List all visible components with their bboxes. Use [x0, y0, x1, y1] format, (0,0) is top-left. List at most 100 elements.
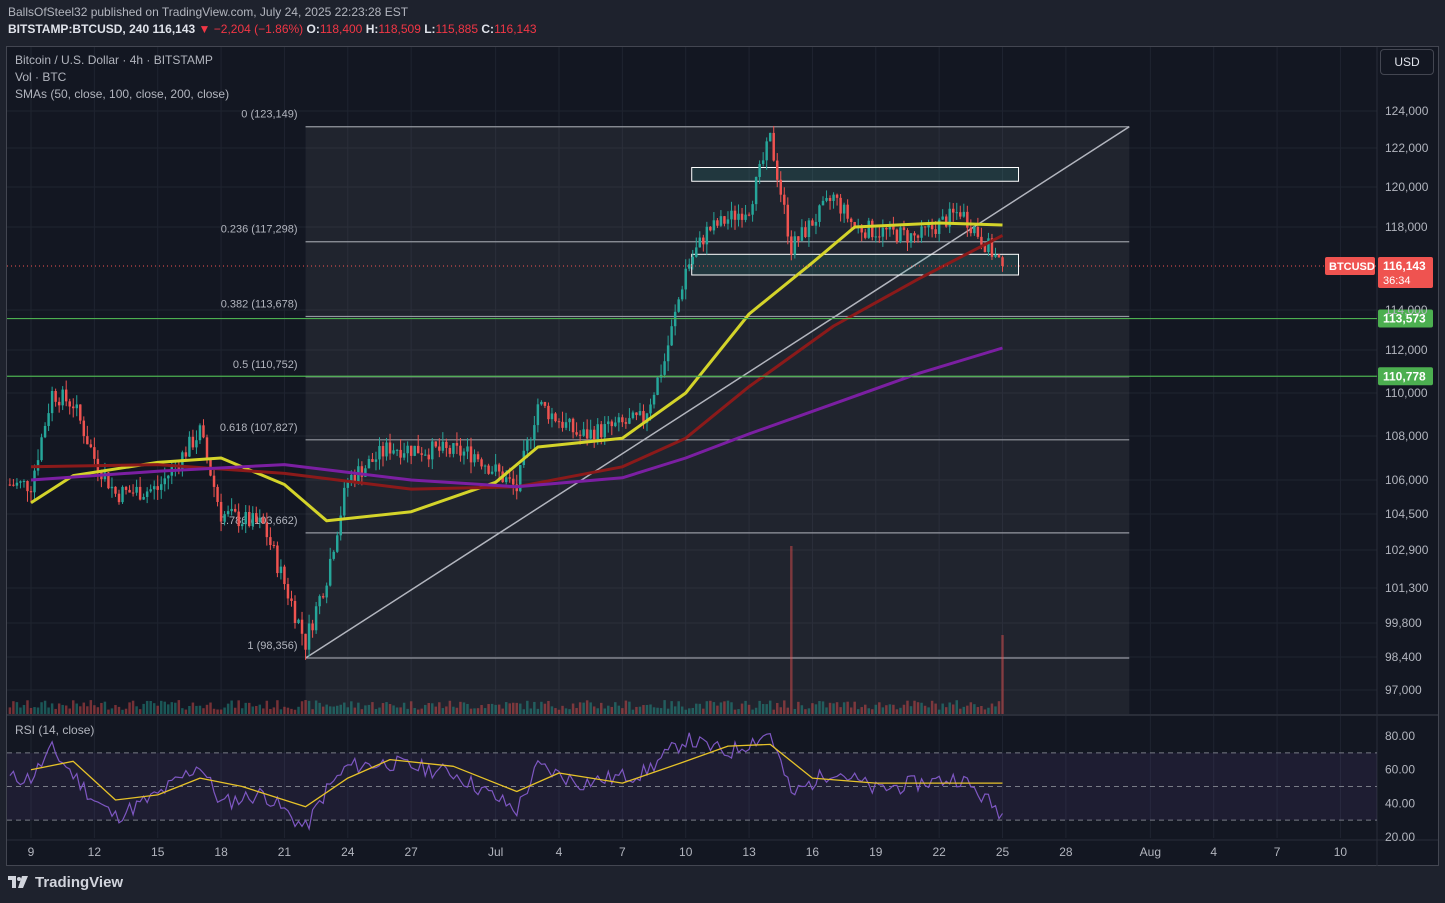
candle-body[interactable]: [131, 492, 135, 494]
candle-body[interactable]: [758, 163, 761, 177]
candle-body[interactable]: [878, 236, 881, 238]
candle-body[interactable]: [793, 236, 797, 255]
candle-body[interactable]: [635, 412, 638, 416]
candle-body[interactable]: [332, 551, 335, 559]
candle-body[interactable]: [26, 481, 29, 492]
candle-body[interactable]: [733, 210, 737, 220]
candle-body[interactable]: [783, 194, 786, 205]
candle-body[interactable]: [726, 219, 730, 224]
candle-body[interactable]: [360, 466, 364, 477]
candle-body[interactable]: [265, 523, 269, 538]
candle-body[interactable]: [343, 487, 346, 516]
candle-body[interactable]: [138, 486, 142, 500]
candle-body[interactable]: [110, 486, 114, 489]
candle-body[interactable]: [508, 477, 511, 479]
candle-body[interactable]: [216, 486, 219, 502]
legend-volume[interactable]: Vol · BTC: [15, 70, 67, 84]
candle-body[interactable]: [487, 465, 490, 474]
candle-body[interactable]: [43, 425, 47, 438]
candle-body[interactable]: [300, 619, 304, 634]
legend-sma[interactable]: SMAs (50, close, 100, close, 200, close): [15, 87, 230, 101]
candle-body[interactable]: [712, 220, 716, 231]
candle-body[interactable]: [768, 132, 772, 142]
candle-body[interactable]: [19, 481, 22, 483]
candle-body[interactable]: [754, 176, 758, 205]
candle-body[interactable]: [684, 268, 687, 290]
candle-body[interactable]: [128, 489, 131, 493]
candle-body[interactable]: [582, 429, 585, 436]
candle-body[interactable]: [983, 244, 987, 253]
candle-body[interactable]: [571, 418, 575, 433]
range-rectangle[interactable]: [691, 253, 1020, 276]
candle-body[interactable]: [652, 394, 656, 405]
candle-body[interactable]: [994, 254, 997, 257]
candle-body[interactable]: [543, 401, 547, 406]
candle-body[interactable]: [378, 446, 381, 460]
candle-body[interactable]: [698, 237, 702, 248]
candle-body[interactable]: [406, 445, 409, 454]
candle-body[interactable]: [413, 445, 416, 456]
candle-body[interactable]: [614, 422, 617, 427]
candle-body[interactable]: [311, 623, 314, 631]
currency-button[interactable]: USD: [1380, 49, 1434, 75]
candle-body[interactable]: [431, 441, 434, 460]
candle-body[interactable]: [909, 233, 913, 243]
candle-body[interactable]: [117, 493, 121, 503]
candle-body[interactable]: [666, 345, 670, 362]
candle-body[interactable]: [233, 508, 237, 512]
candle-body[interactable]: [230, 508, 233, 512]
candle-body[interactable]: [948, 208, 951, 227]
candle-body[interactable]: [927, 225, 930, 228]
candle-body[interactable]: [821, 200, 825, 206]
candle-body[interactable]: [353, 474, 357, 483]
candle-body[interactable]: [462, 451, 466, 456]
candle-body[interactable]: [772, 132, 775, 161]
candle-body[interactable]: [54, 391, 57, 402]
candle-body[interactable]: [617, 417, 621, 423]
candle-body[interactable]: [578, 434, 582, 436]
candle-body[interactable]: [624, 422, 628, 424]
candle-body[interactable]: [72, 406, 75, 409]
candle-body[interactable]: [800, 227, 804, 241]
candle-body[interactable]: [57, 401, 61, 406]
candle-body[interactable]: [765, 141, 768, 161]
candle-body[interactable]: [536, 404, 540, 426]
candle-body[interactable]: [575, 432, 578, 435]
candle-body[interactable]: [603, 424, 606, 438]
candle-body[interactable]: [469, 446, 473, 463]
candle-body[interactable]: [202, 425, 205, 438]
candle-body[interactable]: [874, 236, 878, 238]
candle-body[interactable]: [790, 236, 793, 255]
candle-body[interactable]: [547, 405, 550, 420]
candle-body[interactable]: [314, 606, 318, 631]
candle-body[interactable]: [930, 225, 934, 230]
candle-body[interactable]: [631, 412, 635, 419]
candle-body[interactable]: [226, 511, 230, 515]
candle-body[interactable]: [512, 478, 515, 485]
candle-body[interactable]: [441, 441, 445, 451]
candle-body[interactable]: [846, 204, 849, 219]
candle-body[interactable]: [564, 422, 568, 428]
sma-200-line[interactable]: [30, 346, 1003, 489]
candle-body[interactable]: [849, 218, 853, 222]
candle-body[interactable]: [395, 449, 399, 451]
candle-body[interactable]: [149, 489, 152, 492]
legend-title[interactable]: Bitcoin / U.S. Dollar · 4h · BITSTAMP: [15, 53, 213, 67]
candle-body[interactable]: [761, 160, 765, 164]
candle-body[interactable]: [124, 486, 128, 490]
candle-body[interactable]: [645, 413, 649, 423]
candle-body[interactable]: [839, 197, 842, 214]
candle-body[interactable]: [737, 213, 740, 220]
candle-body[interactable]: [747, 214, 751, 216]
candle-body[interactable]: [50, 391, 54, 414]
candle-body[interactable]: [448, 447, 452, 454]
candle-body[interactable]: [835, 194, 839, 198]
candle-body[interactable]: [814, 221, 818, 226]
candle-body[interactable]: [656, 377, 659, 395]
candle-body[interactable]: [290, 598, 293, 601]
candle-body[interactable]: [916, 235, 920, 238]
rsi-legend[interactable]: RSI (14, close): [15, 723, 95, 737]
candle-body[interactable]: [786, 204, 790, 237]
candle-body[interactable]: [64, 389, 68, 402]
